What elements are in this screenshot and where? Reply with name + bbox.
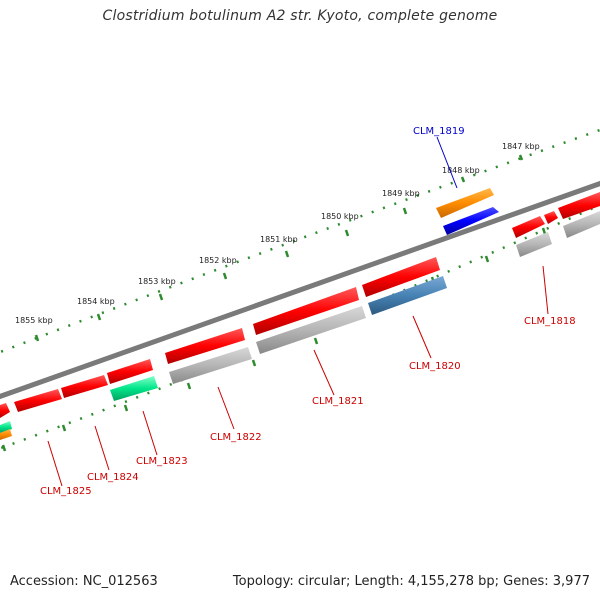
feature-red[interactable] xyxy=(253,287,359,335)
genome-summary-text: Topology: circular; Length: 4,155,278 bp… xyxy=(232,574,590,589)
gene-label-clm1822[interactable]: CLM_1822 xyxy=(210,432,262,443)
reverse-strand-features xyxy=(0,211,600,440)
kbp-label: 1848 kbp xyxy=(442,166,480,175)
gene-label-clm1824[interactable]: CLM_1824 xyxy=(87,472,139,483)
kbp-label: 1853 kbp xyxy=(138,277,176,286)
outer-tick-ring xyxy=(0,128,600,354)
feature-red[interactable] xyxy=(544,211,558,224)
kbp-label: 1851 kbp xyxy=(260,235,298,244)
feature-gray-clm1821[interactable] xyxy=(256,306,366,354)
gene-label-clm1823[interactable]: CLM_1823 xyxy=(136,456,188,467)
gene-label-clm1825[interactable]: CLM_1825 xyxy=(40,486,92,497)
feature-orange[interactable] xyxy=(0,429,12,440)
kbp-label: 1855 kbp xyxy=(15,316,53,325)
feature-gray-clm1822[interactable] xyxy=(169,347,252,384)
kbp-label: 1850 kbp xyxy=(321,212,359,221)
feature-red[interactable] xyxy=(0,403,10,418)
kbp-label: 1847 kbp xyxy=(502,142,540,151)
feature-red[interactable] xyxy=(61,375,108,398)
inner-tick-ring xyxy=(0,203,600,450)
feature-red[interactable] xyxy=(558,192,600,219)
kbp-label: 1854 kbp xyxy=(77,297,115,306)
kbp-label: 1852 kbp xyxy=(199,256,237,265)
genome-backbone xyxy=(0,180,600,400)
feature-green-clm1823[interactable] xyxy=(110,376,158,401)
feature-steel-clm1820[interactable] xyxy=(368,276,447,315)
forward-strand-features xyxy=(0,188,600,418)
feature-red[interactable] xyxy=(14,389,62,412)
feature-red[interactable] xyxy=(512,216,545,238)
gene-label-clm1820[interactable]: CLM_1820 xyxy=(409,361,461,372)
gene-label-clm1819[interactable]: CLM_1819 xyxy=(413,126,465,137)
gene-label-clm1818[interactable]: CLM_1818 xyxy=(524,316,576,327)
feature-blue-clm1819[interactable] xyxy=(443,207,499,235)
gene-label-clm1821[interactable]: CLM_1821 xyxy=(312,396,364,407)
feature-red[interactable] xyxy=(362,257,440,297)
accession-text: Accession: NC_012563 xyxy=(10,574,158,589)
feature-gray[interactable] xyxy=(563,211,600,238)
feature-red[interactable] xyxy=(165,328,245,364)
feature-red[interactable] xyxy=(107,359,153,384)
feature-gray[interactable] xyxy=(516,232,552,257)
map-title: Clostridium botulinum A2 str. Kyoto, com… xyxy=(102,8,498,24)
kbp-scale-labels: 1847 kbp 1848 kbp 1849 kbp 1850 kbp 1851… xyxy=(15,142,540,325)
feature-orange[interactable] xyxy=(436,188,494,218)
gene-labels: CLM_1819 CLM_1818 CLM_1820 CLM_1821 CLM_… xyxy=(40,126,576,497)
label-leader-lines xyxy=(47,136,549,487)
outer-major-ticks xyxy=(34,154,524,342)
kbp-label: 1849 kbp xyxy=(382,189,420,198)
